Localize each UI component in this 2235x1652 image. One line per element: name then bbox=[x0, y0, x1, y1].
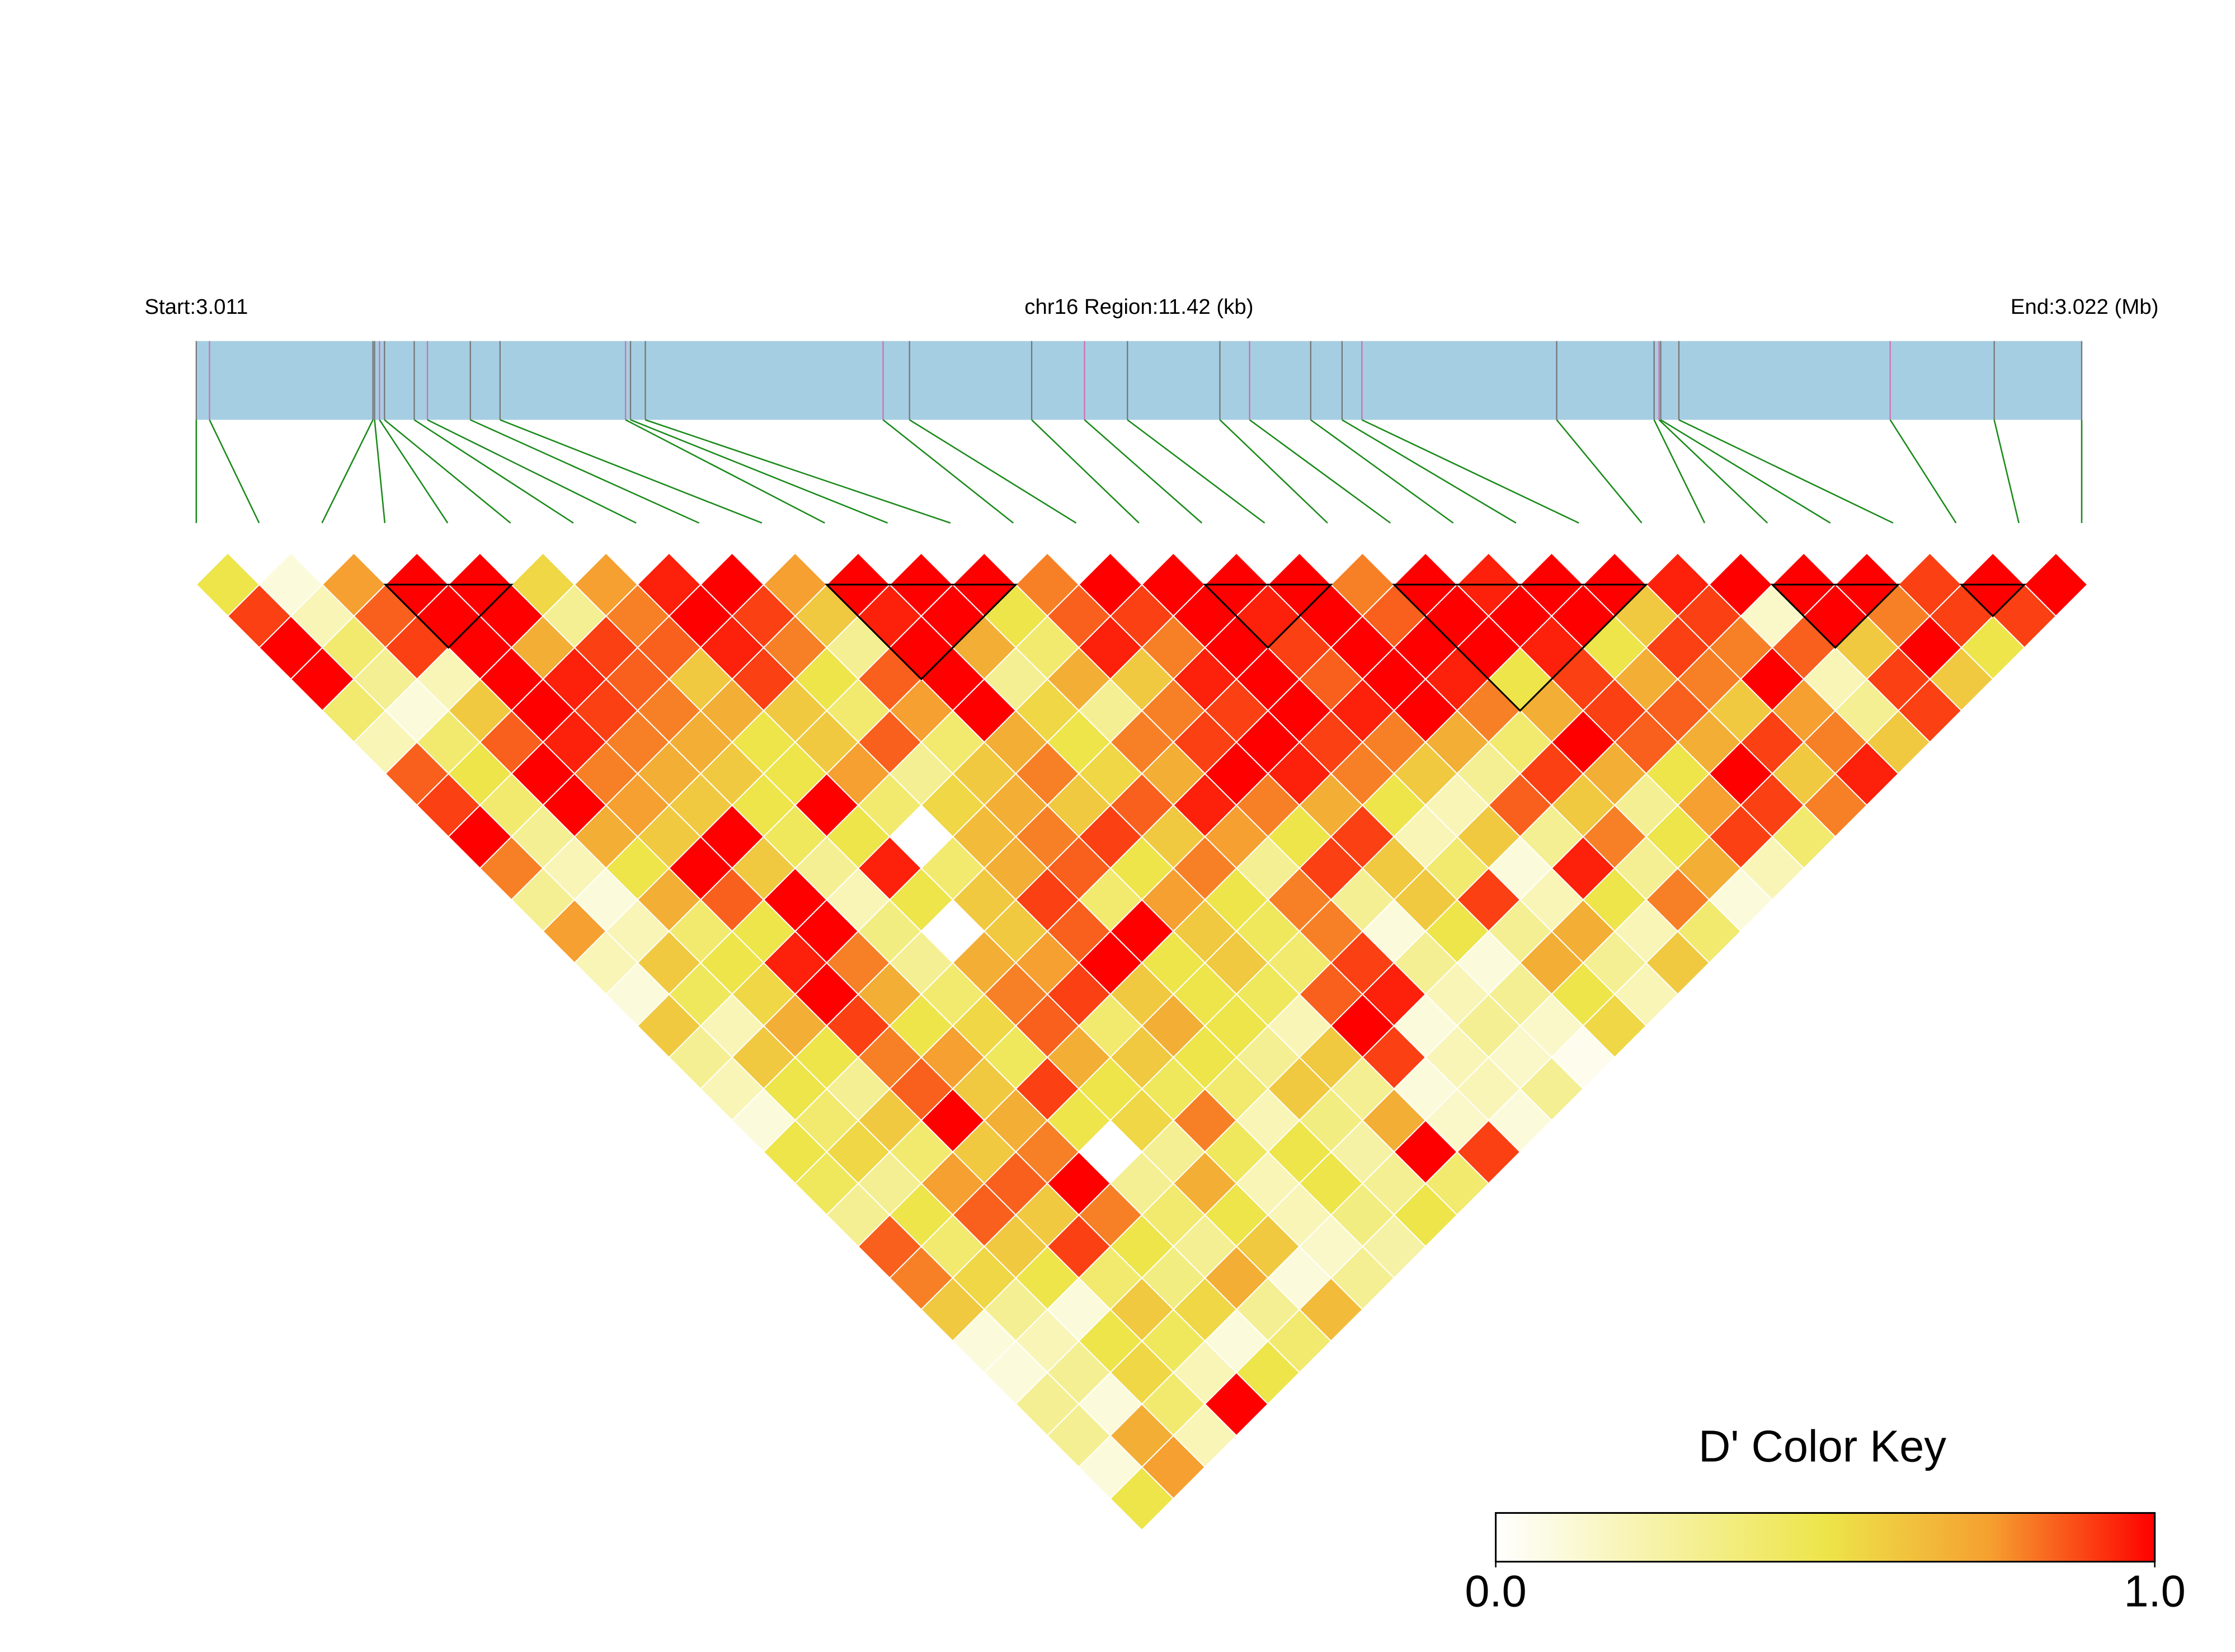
ld-block bbox=[824, 583, 1018, 681]
snp-connector bbox=[1653, 419, 1706, 524]
snp-connector bbox=[321, 419, 374, 524]
snp-connector bbox=[1127, 419, 1265, 524]
snp-connector bbox=[374, 420, 386, 523]
snp-connector bbox=[1310, 419, 1454, 524]
snp-connector bbox=[645, 419, 951, 524]
snp-connector bbox=[1993, 420, 2020, 524]
snp-connector bbox=[209, 419, 260, 524]
snp-connector bbox=[470, 419, 700, 524]
snp-connector bbox=[630, 419, 888, 524]
snp-connector bbox=[413, 419, 574, 524]
ld-block bbox=[1770, 583, 1900, 649]
snp-connector bbox=[1084, 419, 1203, 524]
ld-block bbox=[1392, 583, 1649, 712]
snp-connector bbox=[1249, 419, 1391, 524]
ld-block bbox=[1959, 583, 2027, 618]
snp-connector bbox=[1361, 419, 1579, 524]
ld-block bbox=[383, 583, 514, 649]
snp-connector bbox=[379, 419, 449, 524]
snp-connector bbox=[1678, 419, 1894, 524]
ld-cell bbox=[1109, 1466, 1174, 1531]
region-label: chr16 Region:11.42 (kb) bbox=[1024, 295, 1253, 319]
snp-connector bbox=[625, 419, 825, 524]
snp-connector bbox=[427, 419, 637, 524]
start-label: Start:3.011 bbox=[144, 295, 248, 319]
snp-connector bbox=[1219, 419, 1328, 524]
snp-connector bbox=[1556, 419, 1643, 524]
snp-connector bbox=[882, 419, 1014, 524]
snp-connector bbox=[500, 419, 763, 524]
color-key bbox=[1495, 1512, 2156, 1563]
snp-connector bbox=[1342, 419, 1517, 524]
snp-connector bbox=[1031, 419, 1140, 524]
snp-connector bbox=[1658, 419, 1768, 524]
ld-block bbox=[1203, 583, 1333, 649]
snp-connector bbox=[1889, 419, 1957, 524]
legend-tick-label: 0.0 bbox=[1465, 1566, 1526, 1616]
snp-connector bbox=[384, 419, 511, 524]
legend-tick-label: 1.0 bbox=[2124, 1566, 2185, 1616]
legend-title: D' Color Key bbox=[1698, 1422, 1946, 1471]
snp-connector bbox=[1660, 419, 1831, 524]
region-bar bbox=[196, 341, 2082, 420]
snp-connector bbox=[909, 419, 1077, 524]
end-label: End:3.022 (Mb) bbox=[2011, 295, 2159, 319]
